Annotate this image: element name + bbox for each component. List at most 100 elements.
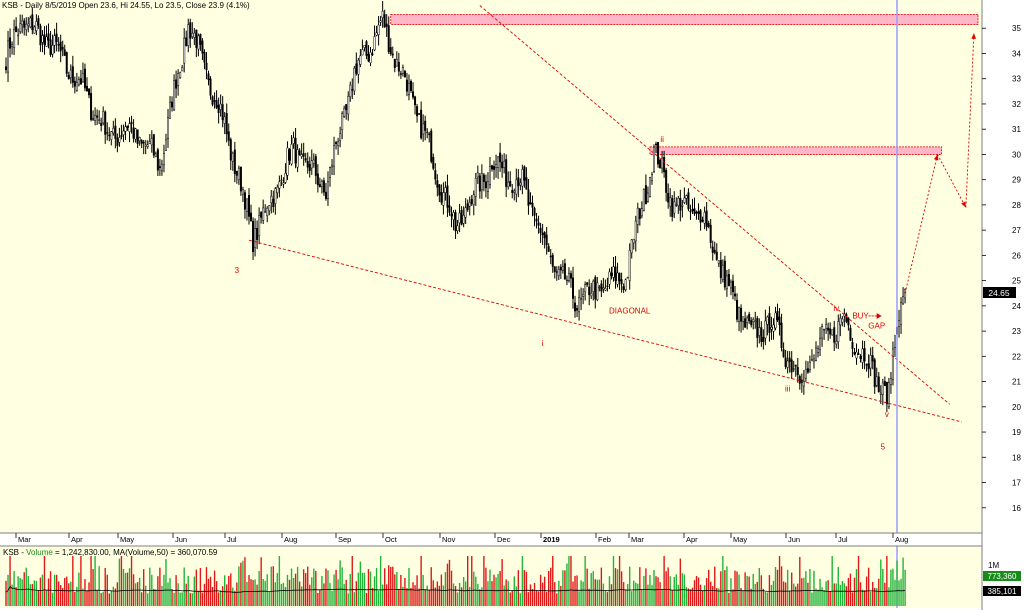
candle-body: [521, 169, 524, 187]
candle-body: [96, 115, 99, 118]
candle-body: [41, 35, 44, 43]
candle-body: [98, 119, 101, 121]
candle-body: [430, 130, 433, 162]
candle-body: [875, 376, 878, 386]
volume-bars: [5, 556, 906, 606]
wave-label: DIAGONAL: [609, 306, 651, 315]
candle-body: [347, 95, 350, 115]
volume-current-value: 773,360: [988, 572, 1017, 581]
candle-body: [9, 37, 12, 49]
right-axis: [982, 0, 1024, 610]
candle-body: [527, 189, 530, 206]
candle-body: [576, 308, 579, 311]
candle-body: [711, 246, 714, 253]
candle-body: [245, 198, 248, 212]
candle-body: [859, 355, 862, 359]
candle-body: [120, 135, 123, 137]
candle-body: [371, 53, 374, 55]
candle-body: [225, 112, 228, 135]
candle-body: [725, 275, 728, 290]
candle-body: [719, 259, 722, 278]
wave-label: GAP: [868, 322, 885, 331]
price-tick-label: 25: [1012, 277, 1021, 286]
candle-body: [142, 141, 145, 144]
candle-body: [341, 113, 344, 130]
candle-body: [422, 123, 425, 135]
candle-body: [339, 133, 342, 141]
candle-body: [547, 246, 550, 252]
candle-body: [258, 215, 261, 237]
candle-body: [270, 195, 273, 203]
candle-body: [102, 111, 105, 124]
candle-body: [687, 192, 690, 210]
price-tick-label: 27: [1012, 226, 1021, 235]
candle-body: [887, 382, 890, 407]
candle-body: [118, 137, 121, 143]
candle-body: [517, 177, 520, 187]
candle-body: [130, 121, 133, 125]
date-tick-label: Oct: [385, 535, 398, 544]
candle-body: [655, 143, 658, 146]
candle-body: [51, 45, 54, 55]
candle-body: [164, 139, 167, 151]
candle-body: [53, 35, 56, 46]
candlesticks: [5, 1, 907, 413]
candle-body: [122, 130, 125, 135]
candle-body: [266, 207, 269, 217]
candle-body: [472, 194, 475, 206]
candle-body: [312, 159, 315, 164]
candle-body: [29, 17, 32, 28]
candle-body: [345, 104, 348, 111]
candle-body: [701, 219, 704, 222]
candle-body: [185, 37, 188, 47]
candle-body: [557, 269, 560, 277]
candle-body: [438, 184, 441, 196]
candle-body: [436, 180, 439, 188]
wave-label: 5: [881, 443, 886, 452]
candle-body: [294, 138, 297, 164]
candle-body: [308, 163, 311, 171]
candle-body: [171, 101, 174, 108]
date-tick-label: Jul: [838, 535, 848, 544]
candle-body: [25, 23, 28, 30]
candle-body: [298, 150, 301, 155]
candle-body: [33, 26, 36, 34]
candle-body: [865, 364, 868, 366]
date-tick-label: May: [733, 535, 747, 544]
candle-body: [604, 287, 607, 291]
candle-body: [450, 213, 453, 217]
price-tick-label: 28: [1012, 201, 1021, 210]
candle-body: [363, 45, 366, 48]
candle-body: [565, 279, 568, 282]
candle-body: [851, 342, 854, 349]
candle-body: [448, 205, 451, 213]
candle-body: [205, 62, 208, 71]
candle-body: [207, 73, 210, 80]
candle-body: [304, 158, 307, 161]
candle-body: [403, 70, 406, 78]
candle-body: [748, 313, 751, 322]
candle-body: [881, 382, 884, 395]
candle-body: [335, 142, 338, 145]
candle-body: [7, 40, 10, 73]
candle-body: [869, 355, 872, 369]
candle-body: [788, 357, 791, 362]
candle-body: [424, 120, 427, 131]
candle-body: [549, 255, 552, 258]
candle-body: [19, 23, 22, 33]
candle-body: [67, 74, 70, 80]
candle-body: [644, 185, 647, 205]
candle-body: [331, 164, 334, 168]
candle-body: [614, 266, 617, 281]
candle-body: [385, 23, 388, 27]
candle-body: [610, 272, 613, 276]
candle-body: [764, 320, 767, 339]
candle-body: [296, 149, 299, 168]
candle-body: [454, 212, 457, 232]
candle-body: [671, 198, 674, 217]
candle-body: [740, 307, 743, 322]
candle-body: [302, 153, 305, 157]
candle-body: [531, 202, 534, 208]
candle-body: [410, 81, 412, 91]
